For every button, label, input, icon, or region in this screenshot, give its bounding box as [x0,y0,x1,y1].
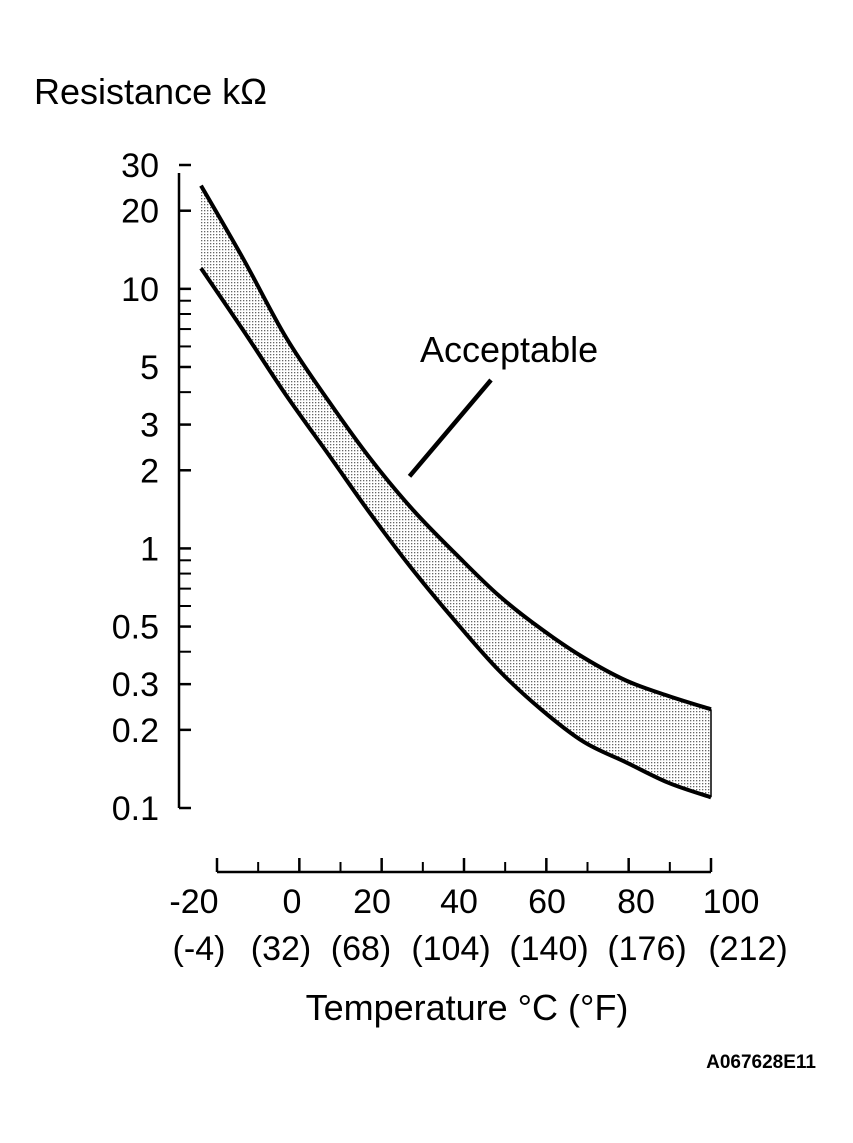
acceptable-band [201,185,711,798]
acceptable-label: Acceptable [420,329,598,370]
x-tick-label-f: (176) [607,930,686,968]
acceptable-leader-line [407,378,493,478]
lower-limit-line [199,267,712,800]
y-tick-label: 1 [140,530,159,568]
y-tick-label: 0.1 [112,790,159,828]
y-tick-label: 0.2 [112,712,159,750]
x-tick-label-f: (104) [411,930,490,968]
figure-code: A067628E11 [706,1052,816,1073]
x-tick-label-f: (212) [708,930,787,968]
x-tick-label: 20 [353,883,391,921]
x-tick-label: 60 [528,883,566,921]
upper-limit-line [199,184,712,712]
x-tick-label: -20 [169,883,218,921]
y-tick-label: 10 [121,271,159,309]
y-tick-label: 3 [140,407,159,445]
x-tick-label: 100 [703,883,760,921]
x-tick-label: 40 [440,883,478,921]
y-tick-label: 0.3 [112,666,159,704]
y-tick-label: 5 [140,349,159,387]
y-tick-label: 2 [140,452,159,490]
x-tick-label-f: (140) [509,930,588,968]
x-tick-label-f: (-4) [173,930,226,968]
y-tick-label: 30 [121,147,159,185]
y-tick-label: 20 [121,193,159,231]
x-tick-label: 80 [617,883,655,921]
y-tick-label: 0.5 [112,609,159,647]
x-tick-label-f: (68) [331,930,391,968]
x-tick-label: 0 [283,883,302,921]
x-axis: -20 (-4) 0 (32) 20 (68) 40 (104) 60 (140) 80 (176) 1… [169,858,788,968]
x-tick-label-f: (32) [251,930,311,968]
y-axis: 0.1 0.2 0.3 0.5 1 2 3 5 10 20 30 [112,147,191,828]
y-axis-title: Resistance kΩ [34,71,267,112]
x-axis-title: Temperature °C (°F) [306,987,629,1028]
